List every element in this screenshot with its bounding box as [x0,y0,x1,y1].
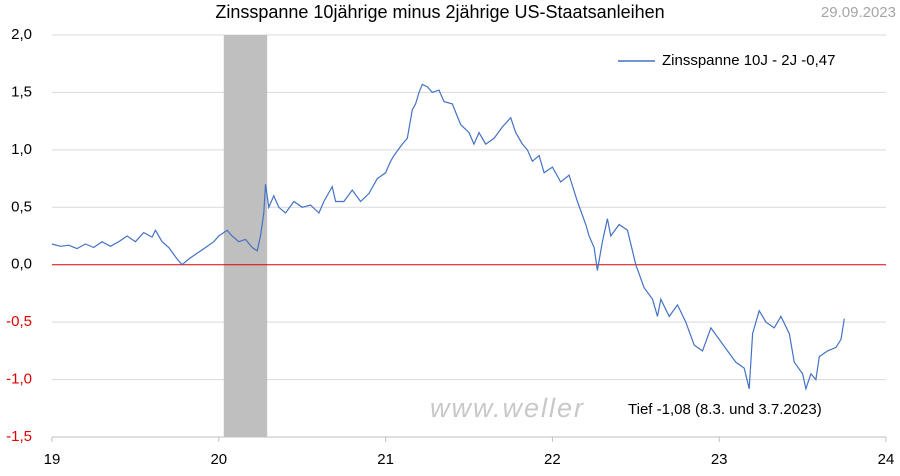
y-tick-label: 0,0 [11,256,32,273]
x-tick-label: 23 [711,451,728,468]
y-tick-label: -1,5 [6,428,32,445]
x-tick-label: 21 [377,451,394,468]
x-tick-label: 19 [44,451,61,468]
date-label: 29.09.2023 [821,4,896,21]
legend-label: Zinsspanne 10J - 2J -0,47 [662,52,835,69]
x-tick-label: 20 [210,451,227,468]
y-tick-label: 1,5 [11,83,32,100]
annotation: Tief -1,08 (8.3. und 3.7.2023) [628,401,822,418]
y-tick-label: 2,0 [11,26,32,43]
y-tick-label: 0,5 [11,198,32,215]
y-tick-label: -1,0 [6,371,32,388]
y-tick-label: -0,5 [6,313,32,330]
y-tick-label: 1,0 [11,141,32,158]
x-tick-label: 22 [544,451,561,468]
watermark: www.weller [430,393,585,423]
x-tick-label: 24 [878,451,895,468]
line-series [51,83,845,392]
chart-title: Zinsspanne 10jährige minus 2jährige US-S… [215,2,664,22]
